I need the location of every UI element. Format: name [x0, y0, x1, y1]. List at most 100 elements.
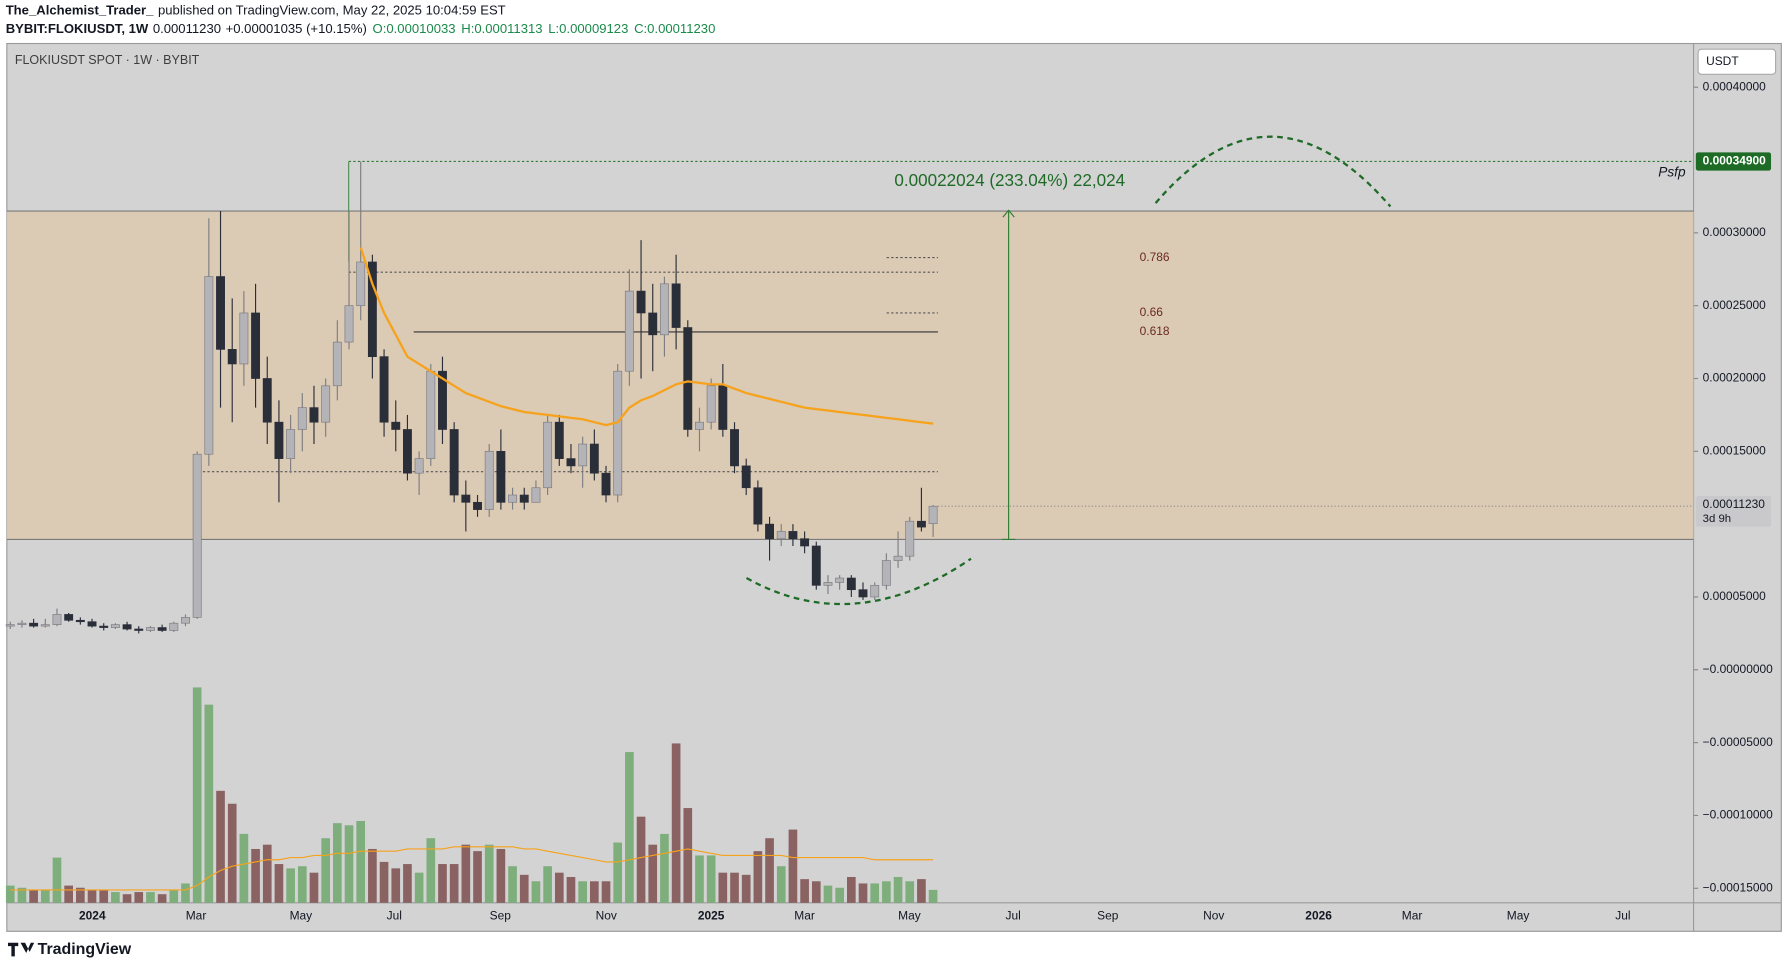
candle-body [741, 465, 751, 489]
candle-body [671, 283, 681, 328]
candle-body [99, 625, 109, 628]
candle-body [414, 458, 424, 474]
candle-body [122, 624, 132, 630]
candle-body [239, 312, 249, 365]
volume-bar [379, 861, 389, 903]
candle-body [461, 494, 471, 503]
candle-body [227, 349, 237, 365]
candle-body [624, 290, 634, 372]
y-tick-label: 0.00025000 [1703, 298, 1767, 312]
candle-body [905, 520, 915, 557]
volume-bar [426, 838, 436, 903]
volume-bar [333, 823, 342, 903]
candle-body [554, 421, 564, 459]
brand: TradingView [38, 941, 132, 958]
candle-body [157, 627, 167, 631]
candle-body [648, 312, 658, 336]
volume-bar [706, 855, 716, 903]
candle-body [776, 531, 786, 540]
target-note: Psfp [1658, 164, 1686, 179]
change: +0.00001035 (+10.15%) [226, 21, 367, 36]
y-tick-label: −0.00005000 [1703, 735, 1773, 749]
volume-bar [776, 866, 786, 903]
volume-bar [169, 889, 179, 903]
volume-bar [99, 889, 109, 903]
x-tick-label: Sep [1097, 909, 1119, 923]
candle-body [496, 450, 506, 503]
volume-bar [671, 743, 681, 903]
volume-bar [765, 838, 774, 903]
volume-bar [718, 872, 728, 903]
candle-body [928, 505, 938, 525]
volume-bar [239, 833, 249, 903]
bottom-arc [745, 557, 972, 606]
plot [5, 160, 1694, 903]
candle-body [706, 385, 716, 423]
target-badge [1695, 152, 1772, 171]
volume-bar [309, 872, 319, 903]
volume-bar [590, 881, 599, 903]
measure-label: 0.00022024 (233.04%) 22,024 [894, 171, 1125, 190]
candle-body [800, 538, 810, 547]
candle-body [251, 312, 261, 379]
last-price-label: 0.00011230 [1703, 497, 1766, 511]
x-tick-label: Nov [596, 909, 617, 923]
volume-bar [508, 866, 517, 903]
x-tick-label: Nov [1203, 909, 1224, 923]
volume-bar [40, 889, 50, 903]
symbol: BYBIT:FLOKIUSDT, 1W [6, 21, 149, 36]
candle-body [52, 614, 62, 625]
last: 0.00011230 [153, 21, 221, 36]
candle-body [134, 628, 144, 631]
candle-body [683, 327, 693, 430]
candle-body [823, 582, 833, 586]
volume-bar [414, 872, 424, 903]
fib-label: 0.66 [1140, 305, 1164, 319]
candle-body [835, 577, 845, 583]
volume-bar [204, 704, 214, 903]
volume-bar [543, 866, 552, 903]
volume-bar [111, 892, 120, 903]
candle-body [508, 494, 518, 503]
y-tick-label: −0.00015000 [1703, 880, 1773, 894]
candle-body [449, 429, 459, 496]
candle-body [321, 385, 331, 423]
volume-bar [134, 892, 144, 903]
volume-bar [17, 887, 27, 903]
volume-bar [484, 844, 494, 903]
x-tick-label: Mar [794, 909, 815, 923]
candle-body [297, 407, 307, 430]
volume-bar [52, 857, 62, 903]
brand-logo [7, 942, 35, 957]
volume-bar [122, 894, 132, 903]
moving-average [359, 247, 934, 427]
volume-bar [344, 825, 354, 903]
volume-bar [566, 876, 576, 903]
volume-bar [858, 883, 868, 903]
candle-body [589, 443, 599, 474]
candle-body [379, 356, 389, 423]
candle-body [29, 622, 39, 627]
volume-bar [695, 855, 704, 903]
volume-bar [157, 894, 167, 903]
candle-body [881, 560, 891, 586]
y-tick-label: 0.00020000 [1703, 371, 1767, 385]
candle-body [216, 276, 225, 350]
range-zone [6, 211, 1694, 540]
volume-bar [753, 851, 763, 903]
candle-body [578, 443, 588, 467]
volume-bar [368, 848, 377, 903]
volume-bar [64, 885, 73, 903]
volume-bar [286, 868, 295, 903]
volume-bar [905, 881, 915, 903]
symbol-line: BYBIT:FLOKIUSDT, 1W 0.00011230 +0.00001035… [6, 21, 716, 36]
x-tick-label: May [898, 909, 921, 923]
volume-bar [847, 876, 856, 903]
x-tick-label: Jul [387, 909, 402, 923]
last-price-badge [1695, 495, 1772, 527]
candle-body [192, 453, 202, 618]
candle-body [543, 421, 553, 489]
candle-body [893, 555, 903, 561]
volume-bar [625, 752, 634, 903]
